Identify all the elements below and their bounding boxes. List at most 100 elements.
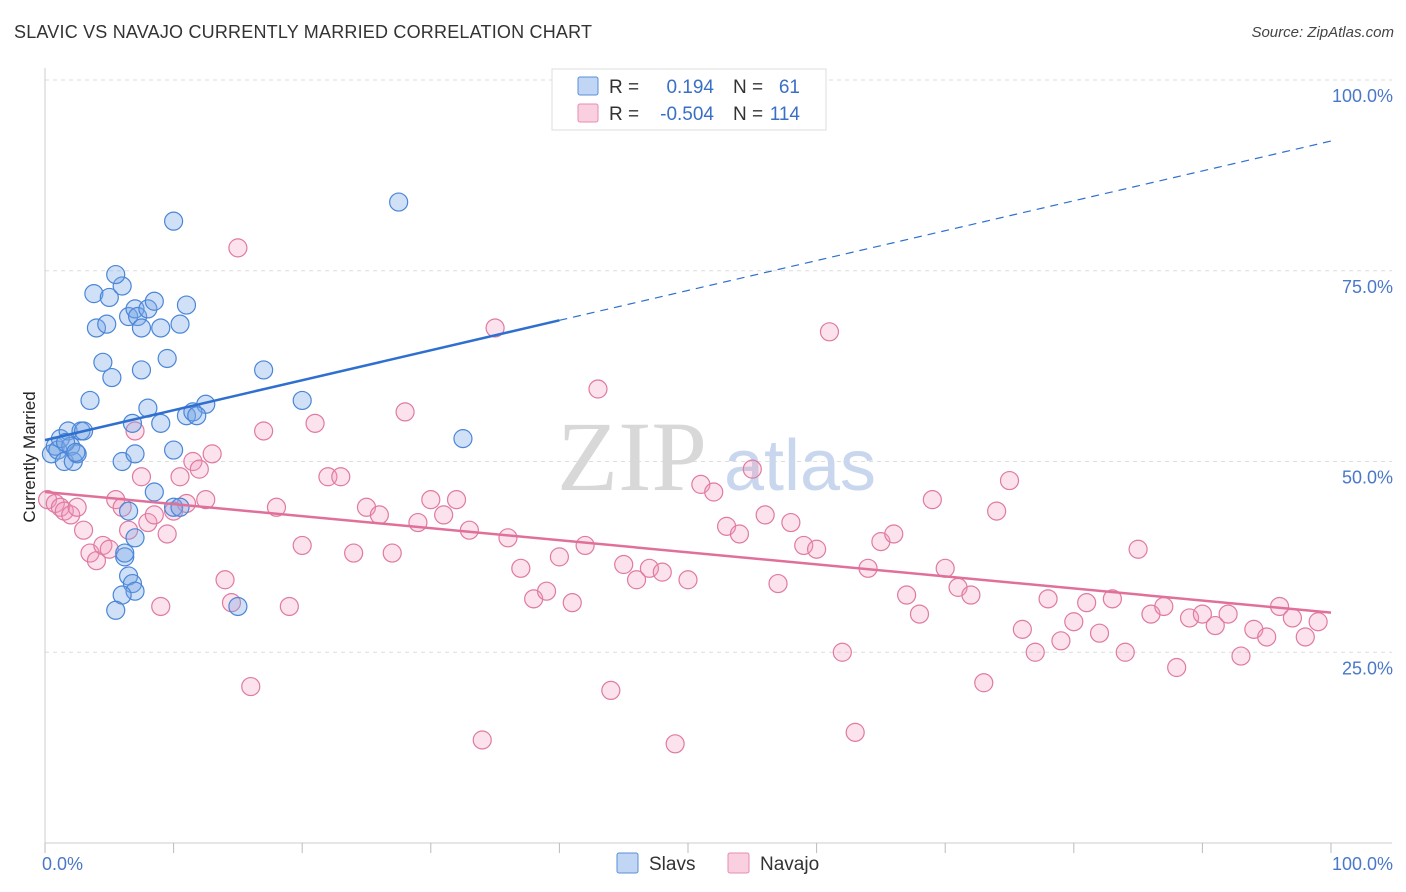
point-navajo-107 xyxy=(1231,646,1251,666)
source-label: Source: ZipAtlas.com xyxy=(1251,24,1394,41)
point-slavs-26 xyxy=(138,299,158,319)
point-navajo-5 xyxy=(67,497,87,517)
bottom-legend-label-slavs: Slavs xyxy=(649,854,695,875)
point-navajo-63 xyxy=(665,734,685,754)
point-slavs-59 xyxy=(453,429,473,449)
point-slavs-58 xyxy=(389,192,409,212)
point-navajo-45 xyxy=(434,505,454,525)
legend-n-label-navajo: N = xyxy=(733,104,763,125)
point-navajo-41 xyxy=(382,543,402,563)
point-navajo-86 xyxy=(961,585,981,605)
point-navajo-56 xyxy=(575,535,595,556)
point-navajo-30 xyxy=(241,676,261,697)
point-navajo-77 xyxy=(845,722,865,742)
point-navajo-58 xyxy=(601,680,621,701)
point-navajo-68 xyxy=(729,524,750,544)
point-navajo-59 xyxy=(614,554,634,575)
x-tick-label-max: 100.0% xyxy=(1332,854,1393,874)
point-slavs-28 xyxy=(151,318,171,338)
point-slavs-16 xyxy=(97,314,117,334)
point-navajo-25 xyxy=(196,490,216,510)
legend-r-value-navajo: -0.504 xyxy=(660,104,714,125)
x-tick-label-min: 0.0% xyxy=(42,854,83,874)
trend-line-slavs xyxy=(44,319,560,442)
y-tick-label-0: 100.0% xyxy=(1332,86,1393,106)
point-slavs-52 xyxy=(125,581,145,601)
point-slavs-30 xyxy=(164,211,184,231)
point-slavs-18 xyxy=(84,284,104,304)
point-slavs-39 xyxy=(164,440,184,460)
point-navajo-73 xyxy=(794,535,814,556)
point-navajo-83 xyxy=(922,490,942,510)
point-navajo-35 xyxy=(305,413,325,433)
point-navajo-92 xyxy=(1038,589,1058,609)
point-navajo-91 xyxy=(1025,642,1045,662)
point-navajo-43 xyxy=(408,512,428,533)
chart-title: SLAVIC VS NAVAJO CURRENTLY MARRIED CORRE… xyxy=(14,22,593,42)
legend-n-value-navajo: 114 xyxy=(770,104,801,125)
point-navajo-31 xyxy=(254,421,274,441)
gridlines xyxy=(45,79,1392,653)
point-slavs-38 xyxy=(125,444,145,464)
point-navajo-97 xyxy=(1102,589,1122,609)
point-navajo-6 xyxy=(73,520,94,540)
legend-r-label-navajo: R = xyxy=(609,104,639,125)
legend-r-value-slavs: 0.194 xyxy=(666,77,714,98)
point-navajo-4 xyxy=(61,505,81,525)
watermark-atlas: atlas xyxy=(724,426,876,506)
bottom-legend-label-navajo: Navajo xyxy=(760,854,819,875)
point-slavs-15 xyxy=(93,352,113,372)
legend-n-label-slavs: N = xyxy=(733,77,763,98)
point-slavs-32 xyxy=(170,314,190,334)
point-navajo-69 xyxy=(742,459,762,479)
y-axis-label: Currently Married xyxy=(20,391,39,522)
point-navajo-21 xyxy=(170,467,190,487)
point-navajo-55 xyxy=(562,593,582,613)
point-navajo-29 xyxy=(228,238,248,258)
point-navajo-70 xyxy=(755,505,775,525)
point-slavs-56 xyxy=(254,360,274,380)
watermark: ZIP atlas xyxy=(557,401,876,512)
point-slavs-17 xyxy=(102,367,122,388)
legend-swatch-navajo xyxy=(577,103,599,123)
point-navajo-82 xyxy=(909,604,930,624)
point-navajo-106 xyxy=(1218,604,1238,624)
point-navajo-76 xyxy=(832,642,852,662)
point-navajo-34 xyxy=(292,535,312,556)
point-navajo-113 xyxy=(1308,612,1328,632)
point-slavs-6 xyxy=(61,436,81,456)
point-slavs-43 xyxy=(187,406,207,426)
point-navajo-38 xyxy=(344,543,364,563)
point-slavs-27 xyxy=(144,291,164,311)
point-navajo-81 xyxy=(897,585,917,605)
point-slavs-55 xyxy=(228,596,248,617)
point-navajo-46 xyxy=(446,490,467,510)
point-navajo-23 xyxy=(183,451,203,472)
point-navajo-103 xyxy=(1179,608,1200,628)
point-navajo-101 xyxy=(1154,596,1174,617)
point-navajo-13 xyxy=(118,520,139,540)
point-slavs-54 xyxy=(106,600,126,620)
point-slavs-35 xyxy=(151,413,171,433)
point-slavs-48 xyxy=(125,528,145,548)
legend-swatch-slavs xyxy=(577,76,599,96)
point-navajo-74 xyxy=(806,539,827,559)
point-slavs-31 xyxy=(176,295,197,315)
point-navajo-27 xyxy=(215,570,235,590)
point-navajo-37 xyxy=(331,467,351,487)
bottom-legend-swatch-slavs xyxy=(616,852,639,874)
point-navajo-89 xyxy=(999,470,1020,491)
point-navajo-72 xyxy=(781,512,801,533)
point-slavs-25 xyxy=(131,318,152,338)
point-navajo-44 xyxy=(421,490,441,510)
point-slavs-44 xyxy=(144,482,164,502)
y-tick-label-3: 25.0% xyxy=(1342,658,1393,678)
point-navajo-48 xyxy=(472,730,492,750)
point-navajo-75 xyxy=(819,322,840,342)
watermark-zip: ZIP xyxy=(557,401,707,512)
point-navajo-2 xyxy=(50,497,71,517)
point-slavs-20 xyxy=(112,276,132,296)
point-navajo-87 xyxy=(974,673,994,693)
point-navajo-94 xyxy=(1064,612,1084,632)
